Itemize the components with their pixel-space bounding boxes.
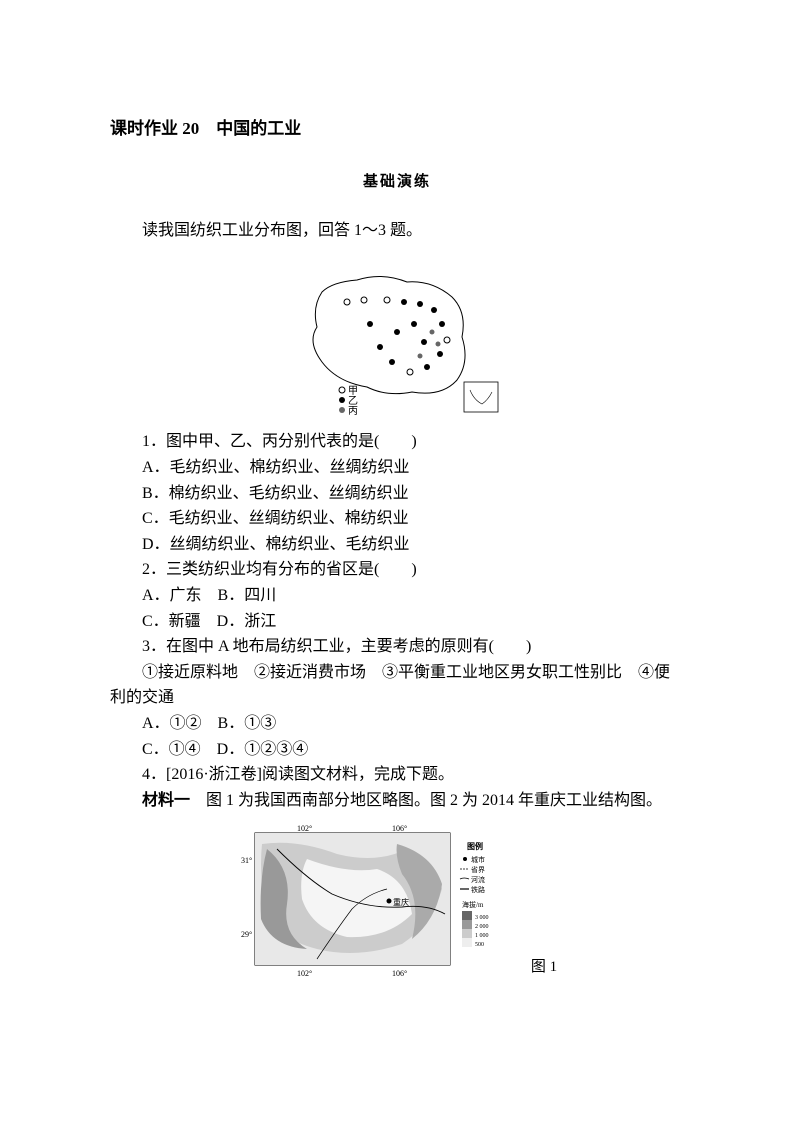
legend-river: 河流 bbox=[471, 875, 485, 884]
china-textile-map: 甲 乙 丙 bbox=[292, 252, 502, 417]
q3-cond-text: ①接近原料地 ②接近消费市场 ③平衡重工业地区男女职工性别比 ④便利的交通 bbox=[110, 660, 684, 711]
map2-label: 图 1 bbox=[531, 955, 557, 979]
legend-title: 图例 bbox=[467, 841, 483, 851]
map2-container: 重庆 102° 106° 102° 106° 31° 29° 图例 城市 省界 … bbox=[110, 819, 684, 979]
elev-3000: 3 000 bbox=[475, 915, 489, 921]
material-label: 材料一 bbox=[142, 792, 190, 809]
q1-opt-c: C．毛纺织业、丝绸纺织业、棉纺织业 bbox=[110, 506, 684, 532]
legend-bing: 丙 bbox=[348, 406, 358, 417]
elev-1000: 1 000 bbox=[475, 933, 489, 939]
elev-title: 海拔/m bbox=[462, 900, 484, 909]
legend-rail: 铁路 bbox=[471, 885, 485, 894]
q4-stem: 4．[2016·浙江卷]阅读图文材料，完成下题。 bbox=[110, 762, 684, 788]
map1-container: 甲 乙 丙 bbox=[110, 252, 684, 426]
q2-opts-row2: C．新疆 D．浙江 bbox=[110, 609, 684, 635]
city-chongqing: 重庆 bbox=[393, 897, 409, 907]
q1-opt-d: D．丝绸纺织业、棉纺织业、毛纺织业 bbox=[110, 532, 684, 558]
lon-102b: 102° bbox=[297, 969, 312, 978]
q3-stem: 3．在图中 A 地布局纺织工业，主要考虑的原则有( ) bbox=[110, 634, 684, 660]
elev-2000: 2 000 bbox=[475, 924, 489, 930]
lon-102: 102° bbox=[297, 824, 312, 833]
section-label: 基础演练 bbox=[110, 170, 684, 194]
lat-29: 29° bbox=[241, 930, 252, 939]
southwest-china-map: 重庆 102° 106° 102° 106° 31° 29° 图例 城市 省界 … bbox=[237, 819, 527, 979]
q2-stem: 2．三类纺织业均有分布的省区是( ) bbox=[110, 557, 684, 583]
legend-border: 省界 bbox=[471, 865, 485, 874]
intro-text: 读我国纺织工业分布图，回答 1～3 题。 bbox=[110, 218, 684, 244]
q3-opts-row1: A．①② B．①③ bbox=[110, 711, 684, 737]
legend-city: 城市 bbox=[471, 855, 485, 864]
q1-opt-b: B．棉纺织业、毛纺织业、丝绸纺织业 bbox=[110, 481, 684, 507]
q1-opt-a: A．毛纺织业、棉纺织业、丝绸纺织业 bbox=[110, 455, 684, 481]
q4-material: 材料一 图 1 为我国西南部分地区略图。图 2 为 2014 年重庆工业结构图。 bbox=[110, 788, 684, 814]
lon-106: 106° bbox=[392, 824, 407, 833]
material-text: 图 1 为我国西南部分地区略图。图 2 为 2014 年重庆工业结构图。 bbox=[190, 792, 662, 809]
q2-opts-row1: A．广东 B．四川 bbox=[110, 583, 684, 609]
page-title: 课时作业 20 中国的工业 bbox=[110, 115, 684, 142]
q3-conditions: ①接近原料地 ②接近消费市场 ③平衡重工业地区男女职工性别比 ④便利的交通 bbox=[110, 660, 684, 711]
lat-31: 31° bbox=[241, 856, 252, 865]
q3-opts-row2: C．①④ D．①②③④ bbox=[110, 737, 684, 763]
q1-stem: 1．图中甲、乙、丙分别代表的是( ) bbox=[110, 429, 684, 455]
lon-106b: 106° bbox=[392, 969, 407, 978]
elev-500: 500 bbox=[475, 942, 484, 948]
